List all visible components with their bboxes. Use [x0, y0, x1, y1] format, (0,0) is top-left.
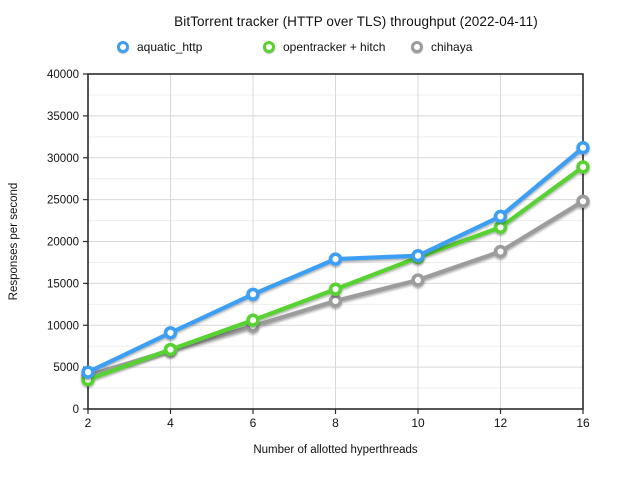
data-point-marker	[81, 365, 95, 379]
data-point-marker	[411, 249, 425, 263]
y-tick-label: 25000	[47, 195, 79, 207]
data-point-marker	[493, 244, 508, 259]
y-tick-label: 0	[73, 404, 79, 416]
series-aquatic-http	[81, 141, 590, 379]
x-tick-label: 4	[167, 416, 174, 430]
y-tick-label: 5000	[53, 362, 79, 374]
legend-marker-opentracker-hitch-icon	[263, 41, 275, 53]
y-tick-label: 20000	[47, 237, 79, 249]
x-tick-label: 10	[411, 416, 425, 430]
legend-item-chihaya: chihaya	[411, 40, 472, 54]
legend-label: opentracker + hitch	[283, 40, 386, 54]
x-tick-label: 2	[85, 416, 92, 430]
chart-title: BitTorrent tracker (HTTP over TLS) throu…	[174, 14, 538, 29]
y-tick-label: 10000	[47, 320, 79, 332]
x-tick-label: 12	[494, 416, 508, 430]
x-tick-label: 16	[576, 416, 590, 430]
legend-marker-chihaya-icon	[411, 41, 423, 53]
x-axis-title: Number of allotted hyperthreads	[253, 444, 418, 456]
legend-item-aquatic-http: aquatic_http	[117, 40, 202, 54]
x-tick-label: 6	[250, 416, 257, 430]
legend-label: aquatic_http	[137, 40, 203, 54]
y-tick-label: 35000	[47, 111, 79, 123]
data-point-marker	[246, 313, 260, 327]
data-point-marker	[576, 194, 590, 209]
x-tick-label: 8	[332, 416, 339, 430]
data-point-marker	[576, 141, 590, 155]
y-tick-label: 40000	[47, 69, 79, 81]
data-point-marker	[328, 294, 343, 308]
legend-item-opentracker-hitch: opentracker + hitch	[263, 40, 385, 54]
data-point-marker	[576, 160, 590, 174]
data-point-marker	[411, 273, 425, 287]
legend-label: chihaya	[431, 40, 473, 54]
data-point-marker	[163, 342, 178, 357]
y-tick-label: 30000	[47, 153, 79, 165]
legend-marker-aquatic-http-icon	[117, 41, 129, 53]
y-axis-title: Responses per second	[8, 183, 20, 301]
data-point-marker	[328, 252, 343, 266]
data-point-marker	[246, 287, 260, 301]
data-point-marker	[493, 220, 508, 234]
data-point-marker	[328, 282, 343, 296]
y-tick-label: 15000	[47, 278, 79, 290]
data-point-marker	[493, 209, 508, 224]
data-point-marker	[163, 326, 178, 340]
plot-border	[87, 73, 584, 410]
